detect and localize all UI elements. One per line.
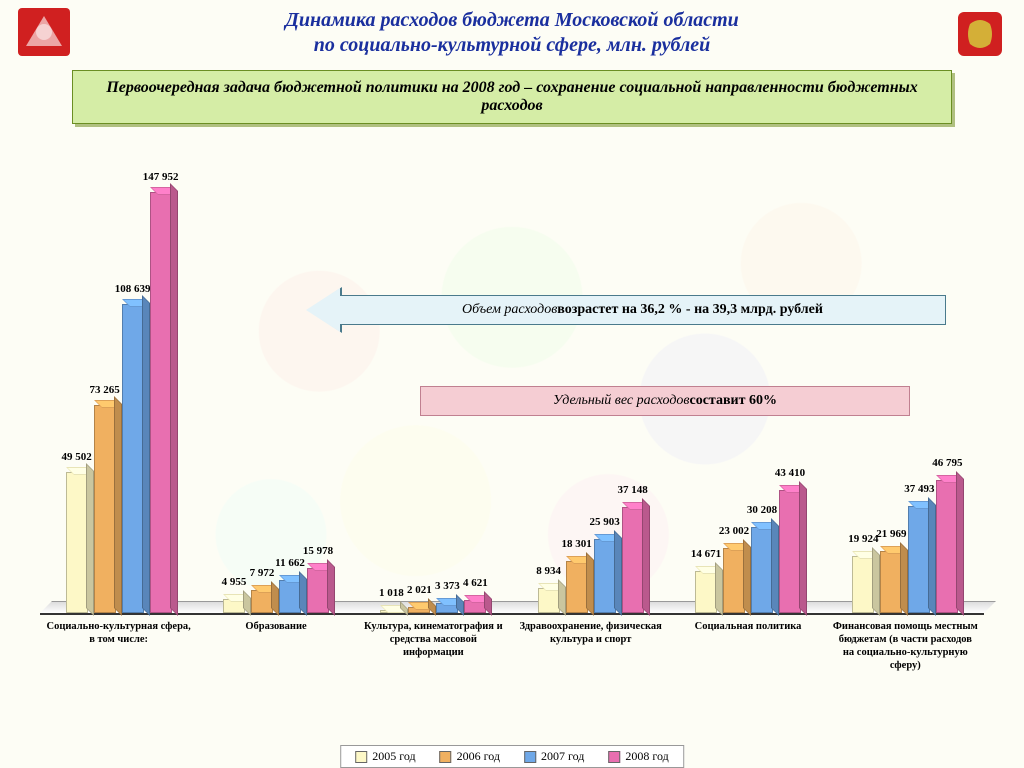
arrow-callout: Объем расходов возрастет на 36,2 % - на … bbox=[306, 293, 946, 327]
bar-value-label: 19 924 bbox=[848, 533, 878, 545]
header: Динамика расходов бюджета Московской обл… bbox=[0, 0, 1024, 62]
bar: 21 969 bbox=[880, 551, 902, 613]
legend-item: 2008 год bbox=[608, 749, 668, 764]
bar-value-label: 30 208 bbox=[747, 504, 777, 516]
pink-callout: Удельный вес расходов составит 60% bbox=[420, 386, 910, 416]
legend-swatch bbox=[355, 751, 367, 763]
bar-value-label: 4 955 bbox=[222, 576, 247, 588]
bar: 30 208 bbox=[751, 527, 773, 613]
title-line-2: по социально-культурной сфере, млн. рубл… bbox=[314, 34, 711, 56]
bar: 8 934 bbox=[538, 588, 560, 613]
category-label: Социальная политика bbox=[676, 620, 821, 633]
bar-value-label: 3 373 bbox=[435, 580, 460, 592]
bar: 3 373 bbox=[436, 603, 458, 613]
bar-group: 49 50273 265108 639147 952 bbox=[51, 192, 186, 613]
bar: 37 148 bbox=[622, 507, 644, 613]
bar-group: 4 9557 97211 66215 978 bbox=[209, 568, 344, 613]
bar: 19 924 bbox=[852, 556, 874, 613]
page-title: Динамика расходов бюджета Московской обл… bbox=[285, 8, 739, 58]
bar-value-label: 46 795 bbox=[932, 457, 962, 469]
bar: 23 002 bbox=[723, 548, 745, 613]
category-label: Образование bbox=[204, 620, 349, 633]
bar-value-label: 49 502 bbox=[62, 451, 92, 463]
bar: 1 018 bbox=[380, 610, 402, 613]
bar: 2 021 bbox=[408, 607, 430, 613]
bar-value-label: 37 148 bbox=[618, 484, 648, 496]
bar-value-label: 2 021 bbox=[407, 584, 432, 596]
bar: 4 621 bbox=[464, 600, 486, 613]
bar: 73 265 bbox=[94, 405, 116, 613]
bar: 49 502 bbox=[66, 472, 88, 613]
bar-value-label: 108 639 bbox=[115, 283, 151, 295]
bar-value-label: 43 410 bbox=[775, 467, 805, 479]
bar-value-label: 21 969 bbox=[876, 528, 906, 540]
bar-value-label: 15 978 bbox=[303, 545, 333, 557]
legend-item: 2007 год bbox=[524, 749, 584, 764]
category-label: Культура, кинематография и средства масс… bbox=[361, 620, 506, 659]
bar: 7 972 bbox=[251, 590, 273, 613]
banner-priority: Первоочередная задача бюджетной политики… bbox=[72, 70, 952, 124]
bar: 15 978 bbox=[307, 568, 329, 613]
bar-group: 1 018 2 021 3 373 4 621 bbox=[366, 600, 501, 613]
category-label: Социально-культурная сфера, в том числе: bbox=[46, 620, 191, 646]
legend-swatch bbox=[608, 751, 620, 763]
bar-group: 19 92421 96937 49346 795 bbox=[838, 480, 973, 613]
category-label: Финансовая помощь местным бюджетам (в ча… bbox=[833, 620, 978, 673]
bar-group: 14 67123 00230 20843 410 bbox=[681, 490, 816, 613]
bar: 14 671 bbox=[695, 571, 717, 613]
bar: 18 301 bbox=[566, 561, 588, 613]
legend: 2005 год 2006 год 2007 год 2008 год bbox=[340, 745, 684, 768]
bar-chart: 49 50273 265108 639147 9524 9557 97211 6… bbox=[40, 160, 984, 728]
bar: 46 795 bbox=[936, 480, 958, 613]
bar-value-label: 147 952 bbox=[143, 171, 179, 183]
legend-label: 2007 год bbox=[541, 749, 584, 764]
bar: 108 639 bbox=[122, 304, 144, 613]
bar: 147 952 bbox=[150, 192, 172, 613]
bar-value-label: 37 493 bbox=[904, 483, 934, 495]
legend-label: 2005 год bbox=[372, 749, 415, 764]
legend-label: 2008 год bbox=[625, 749, 668, 764]
legend-item: 2005 год bbox=[355, 749, 415, 764]
bar: 37 493 bbox=[908, 506, 930, 613]
bar-value-label: 7 972 bbox=[250, 567, 275, 579]
category-label: Здравоохранение, физическая культура и с… bbox=[518, 620, 663, 646]
bar-value-label: 14 671 bbox=[691, 548, 721, 560]
legend-swatch bbox=[440, 751, 452, 763]
bar: 25 903 bbox=[594, 539, 616, 613]
bar-value-label: 23 002 bbox=[719, 525, 749, 537]
bar-value-label: 8 934 bbox=[536, 565, 561, 577]
bar-value-label: 25 903 bbox=[590, 516, 620, 528]
bar: 43 410 bbox=[779, 490, 801, 613]
legend-swatch bbox=[524, 751, 536, 763]
bar-value-label: 1 018 bbox=[379, 587, 404, 599]
bar-value-label: 11 662 bbox=[275, 557, 305, 569]
bar-value-label: 4 621 bbox=[463, 577, 488, 589]
bar-value-label: 73 265 bbox=[90, 384, 120, 396]
legend-item: 2006 год bbox=[440, 749, 500, 764]
legend-label: 2006 год bbox=[457, 749, 500, 764]
bar-value-label: 18 301 bbox=[562, 538, 592, 550]
bar: 4 955 bbox=[223, 599, 245, 613]
bar-group: 8 93418 30125 90337 148 bbox=[523, 507, 658, 613]
bar: 11 662 bbox=[279, 580, 301, 613]
title-line-1: Динамика расходов бюджета Московской обл… bbox=[285, 9, 739, 31]
arrow-text: Объем расходов возрастет на 36,2 % - на … bbox=[340, 295, 946, 325]
